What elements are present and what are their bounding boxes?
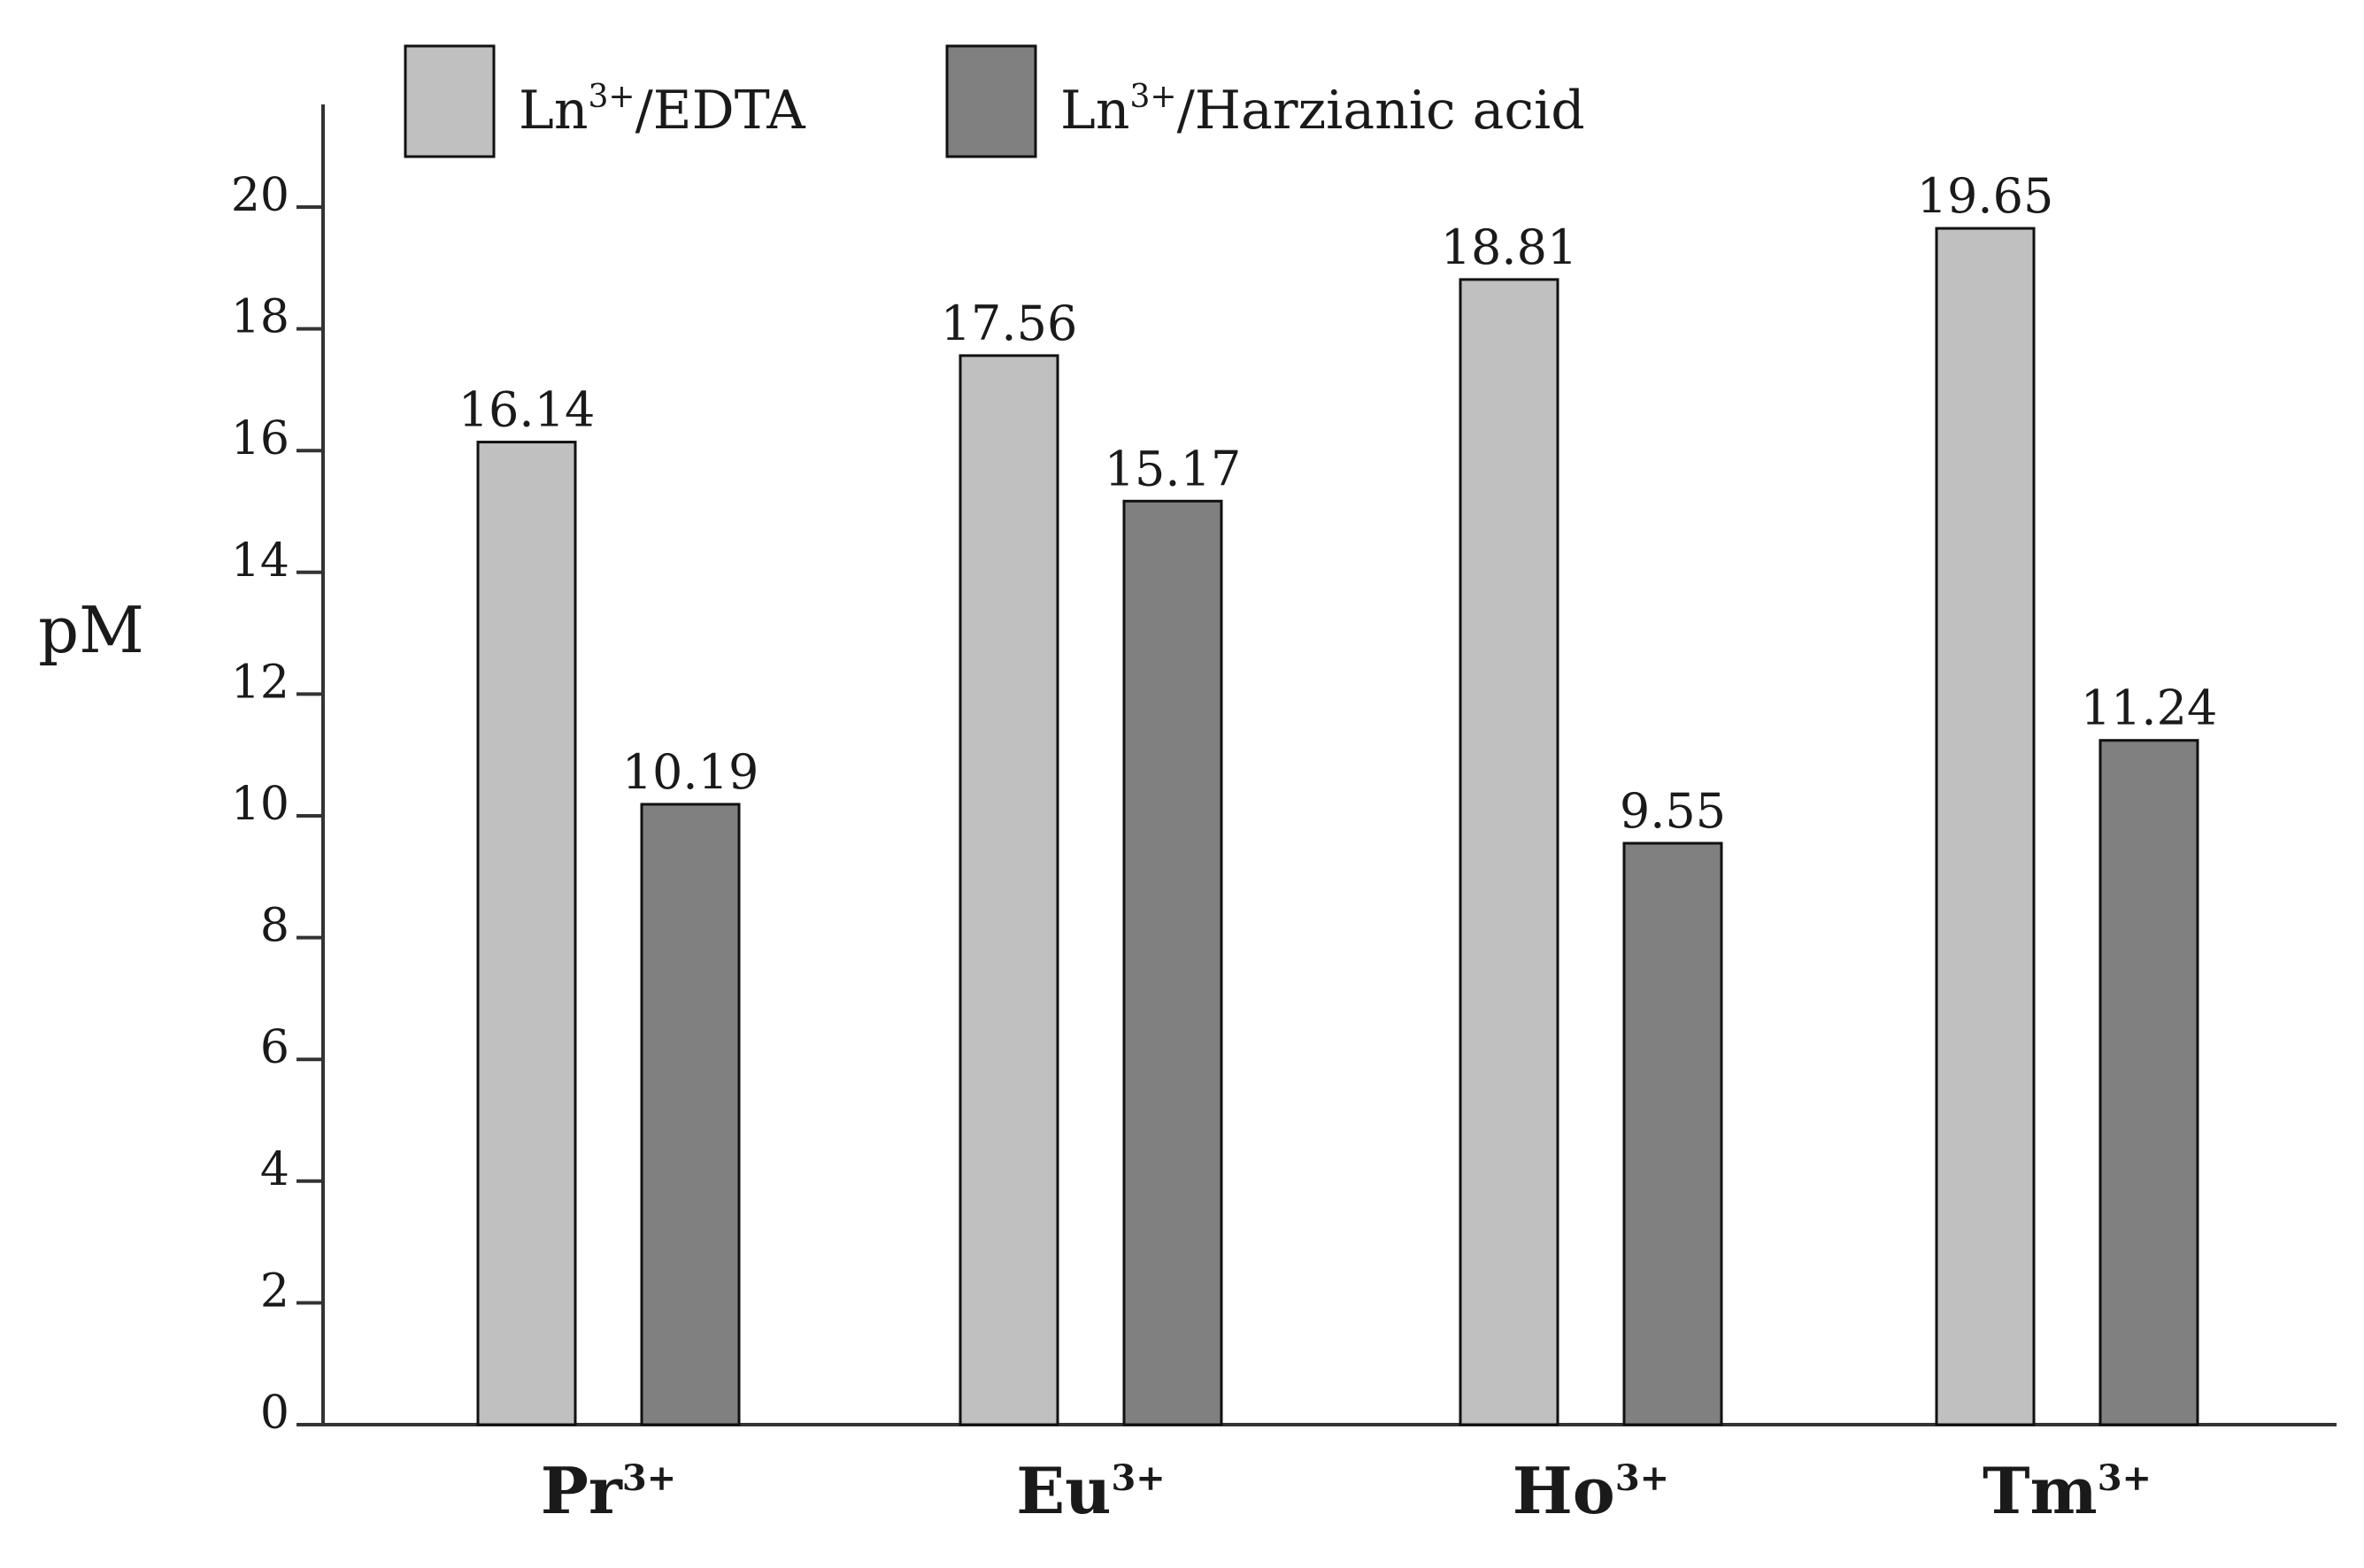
y-tick-label: 6	[260, 1021, 289, 1074]
y-tick-label: 8	[260, 900, 289, 953]
y-axis-title: pM	[38, 593, 144, 667]
legend-swatch	[404, 44, 496, 158]
y-tick-label: 16	[231, 412, 289, 465]
legend-swatch	[945, 44, 1037, 158]
x-axis: Pr3+ Eu3+ Ho3+ Tm3+	[323, 1423, 2337, 1528]
bar-value-label: 10.19	[622, 744, 759, 800]
bar-harzianic-pr	[640, 803, 741, 1426]
bars: 16.14 10.19 17.56 15.17 18.81 9.55 19.65 11.24	[458, 168, 2218, 1426]
y-tick-label: 10	[231, 778, 289, 831]
bar-value-label: 17.56	[941, 296, 1078, 351]
y-tick-label: 0	[260, 1387, 289, 1440]
bar-edta-ho	[1459, 278, 1559, 1426]
bar-edta-pr	[476, 441, 577, 1426]
y-tick-label: 14	[231, 534, 289, 588]
x-category-label: Pr3+	[541, 1453, 676, 1528]
y-tick-label: 4	[260, 1143, 289, 1196]
y-tick-label: 18	[231, 291, 289, 344]
bar-value-label: 16.14	[458, 382, 596, 438]
bar-value-label: 18.81	[1441, 219, 1578, 275]
bar-harzianic-eu	[1122, 499, 1223, 1426]
y-tick-label: 12	[231, 656, 289, 709]
bar-edta-eu	[959, 354, 1059, 1426]
x-category-label: Eu3+	[1016, 1453, 1166, 1528]
bar-value-label: 11.24	[2081, 680, 2218, 736]
y-axis: 0 2 4 6 8 10 12 14 16 18 20	[231, 104, 325, 1440]
x-category-label: Ho3+	[1513, 1453, 1669, 1528]
y-tick-label: 2	[260, 1264, 289, 1318]
legend: Ln3+/EDTA Ln3+/Harzianic acid	[404, 44, 1585, 158]
bar-harzianic-ho	[1622, 842, 1723, 1426]
bar-harzianic-tm	[2098, 739, 2199, 1426]
x-category-label: Tm3+	[1983, 1453, 2152, 1528]
bar-value-label: 15.17	[1105, 441, 1242, 496]
legend-label: Ln3+/EDTA	[519, 79, 805, 142]
bar-value-label: 19.65	[1917, 168, 2054, 224]
bar-value-label: 9.55	[1620, 783, 1726, 839]
bar-edta-tm	[1935, 227, 2036, 1426]
legend-label: Ln3+/Harzianic acid	[1060, 79, 1585, 142]
y-tick-label: 20	[231, 169, 289, 222]
